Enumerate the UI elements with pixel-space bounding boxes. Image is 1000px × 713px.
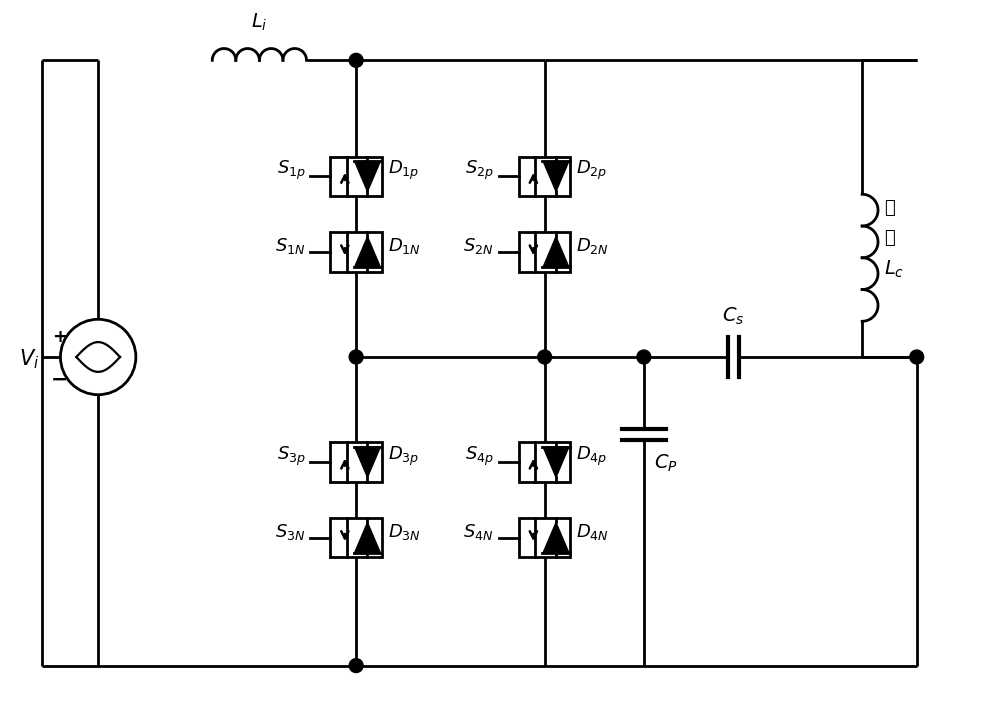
Text: +: +	[52, 328, 67, 346]
Text: $S_{1N}$: $S_{1N}$	[275, 236, 306, 256]
Circle shape	[349, 53, 363, 67]
Circle shape	[349, 659, 363, 672]
Text: −: −	[51, 370, 68, 390]
Bar	[330, 442, 382, 482]
Polygon shape	[355, 447, 380, 477]
Text: $C_s$: $C_s$	[722, 306, 744, 327]
Polygon shape	[543, 161, 569, 192]
Polygon shape	[355, 237, 380, 267]
Text: $L_i$: $L_i$	[251, 11, 268, 33]
Circle shape	[538, 350, 552, 364]
Circle shape	[637, 350, 651, 364]
Polygon shape	[543, 237, 569, 267]
Bar	[330, 157, 382, 196]
Bar	[519, 518, 570, 558]
Text: $D_{3p}$: $D_{3p}$	[388, 445, 419, 468]
Bar	[330, 232, 382, 272]
Bar	[519, 157, 570, 196]
Text: $D_{1N}$: $D_{1N}$	[388, 236, 421, 256]
Text: 负: 负	[884, 199, 895, 217]
Text: $S_{2N}$: $S_{2N}$	[463, 236, 494, 256]
Text: $D_{3N}$: $D_{3N}$	[388, 522, 421, 542]
Polygon shape	[355, 161, 380, 192]
Text: $D_{4N}$: $D_{4N}$	[576, 522, 609, 542]
Text: $D_{2p}$: $D_{2p}$	[576, 159, 608, 182]
Text: $D_{2N}$: $D_{2N}$	[576, 236, 609, 256]
Text: $S_{4N}$: $S_{4N}$	[463, 522, 494, 542]
Text: $S_{3N}$: $S_{3N}$	[275, 522, 306, 542]
Polygon shape	[543, 447, 569, 477]
Bar	[519, 232, 570, 272]
Polygon shape	[355, 523, 380, 553]
Text: $S_{2p}$: $S_{2p}$	[465, 159, 494, 182]
Bar	[330, 518, 382, 558]
Bar	[519, 442, 570, 482]
Text: $D_{4p}$: $D_{4p}$	[576, 445, 608, 468]
Polygon shape	[543, 523, 569, 553]
Text: 载: 载	[884, 229, 895, 247]
Text: $V_i$: $V_i$	[19, 347, 40, 371]
Text: $D_{1p}$: $D_{1p}$	[388, 159, 419, 182]
Circle shape	[910, 350, 924, 364]
Text: $L_c$: $L_c$	[884, 259, 904, 280]
Text: $S_{3p}$: $S_{3p}$	[277, 445, 306, 468]
Circle shape	[349, 350, 363, 364]
Text: $S_{4p}$: $S_{4p}$	[465, 445, 494, 468]
Text: $C_P$: $C_P$	[654, 452, 678, 473]
Text: $S_{1p}$: $S_{1p}$	[277, 159, 306, 182]
